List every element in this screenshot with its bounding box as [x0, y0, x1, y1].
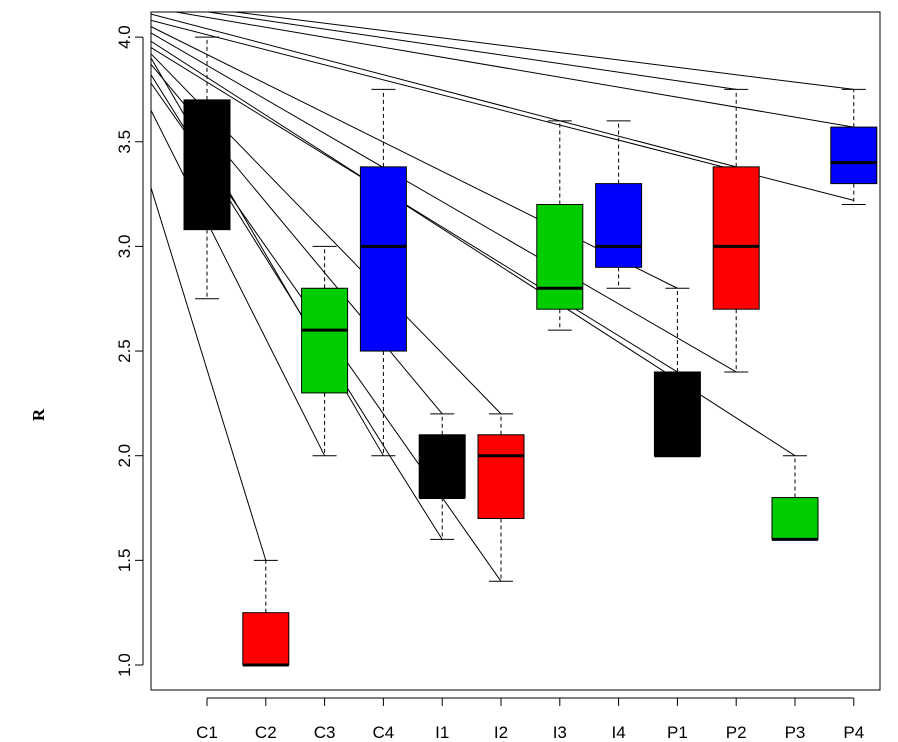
x-tick-label-C4: C4: [373, 723, 395, 742]
iqr-box: [242, 612, 290, 666]
box-C4: [359, 88, 407, 457]
iqr-box: [359, 166, 407, 352]
y-tick-label: 3.5: [115, 130, 134, 154]
box-I2: [477, 413, 525, 582]
iqr-box: [418, 434, 466, 499]
y-axis: 1.0 1.5 2.0 2.5 3.0 3.5 4.0: [115, 25, 144, 677]
box-P2: [712, 88, 760, 373]
x-tick-label-I1: I1: [435, 723, 449, 742]
box-C3: [301, 245, 349, 457]
boxes: [183, 36, 878, 667]
x-tick-label-C1: C1: [196, 723, 218, 742]
y-tick-label: 2.5: [115, 339, 134, 363]
box-I3: [536, 120, 584, 331]
y-tick-label: 1.0: [115, 653, 134, 677]
iqr-box: [830, 126, 878, 185]
connector-line-14: [230, 12, 854, 90]
iqr-box: [183, 99, 231, 231]
iqr-box: [712, 166, 760, 310]
x-tick-label-I3: I3: [553, 723, 567, 742]
y-axis-label: R: [29, 408, 48, 421]
x-tick-label-I4: I4: [612, 723, 626, 742]
y-tick-label: 3.0: [115, 235, 134, 259]
y-tick-label: 2.0: [115, 444, 134, 468]
connector-line-0: [151, 187, 267, 561]
iqr-box: [477, 434, 525, 519]
plot-frame: [150, 11, 881, 691]
box-C2: [242, 559, 290, 667]
x-axis: C1 C2 C3 C4 I1 I2 I3 I4 P1 P2 P3 P4: [196, 697, 864, 742]
iqr-box: [771, 497, 819, 540]
x-tick-label-P4: P4: [843, 723, 864, 742]
connector-line-13: [204, 12, 737, 90]
x-tick-label-P1: P1: [667, 723, 688, 742]
iqr-box: [653, 371, 701, 457]
iqr-box: [301, 287, 349, 394]
box-I4: [595, 120, 643, 289]
connector-line-9: [151, 26, 678, 289]
x-tick-label-I2: I2: [494, 723, 508, 742]
y-tick-label: 1.5: [115, 549, 134, 573]
x-tick-label-P3: P3: [785, 723, 806, 742]
box-P4: [830, 88, 878, 206]
connector-line-6: [151, 47, 678, 373]
iqr-box: [595, 183, 643, 268]
box-C1: [183, 36, 231, 300]
connector-line-11: [151, 13, 737, 168]
connector-line-1: [151, 110, 326, 456]
box-P1: [653, 287, 701, 458]
y-tick-label: 4.0: [115, 25, 134, 49]
box-I1: [418, 413, 466, 540]
connector-line-8: [151, 32, 737, 373]
box-P3: [771, 455, 819, 541]
iqr-box: [536, 204, 584, 310]
x-tick-label-C3: C3: [314, 723, 336, 742]
x-tick-label-C2: C2: [255, 723, 277, 742]
x-tick-label-P2: P2: [726, 723, 747, 742]
